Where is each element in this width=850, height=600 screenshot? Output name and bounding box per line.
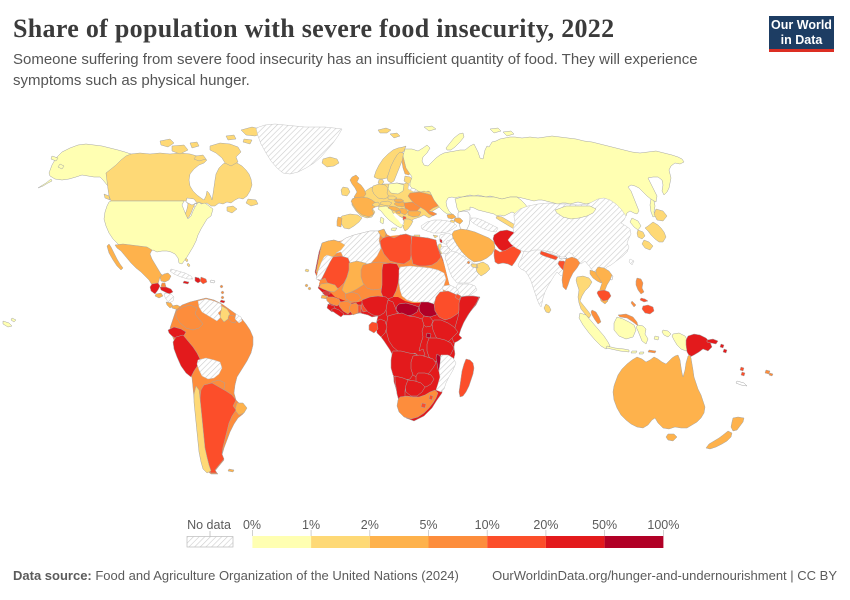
svg-text:1%: 1%: [302, 518, 320, 532]
svg-text:2%: 2%: [361, 518, 379, 532]
svg-text:50%: 50%: [592, 518, 617, 532]
svg-text:20%: 20%: [533, 518, 558, 532]
svg-text:100%: 100%: [647, 518, 679, 532]
svg-text:No data: No data: [187, 518, 231, 532]
svg-text:0%: 0%: [243, 518, 261, 532]
svg-text:10%: 10%: [475, 518, 500, 532]
svg-text:5%: 5%: [419, 518, 437, 532]
